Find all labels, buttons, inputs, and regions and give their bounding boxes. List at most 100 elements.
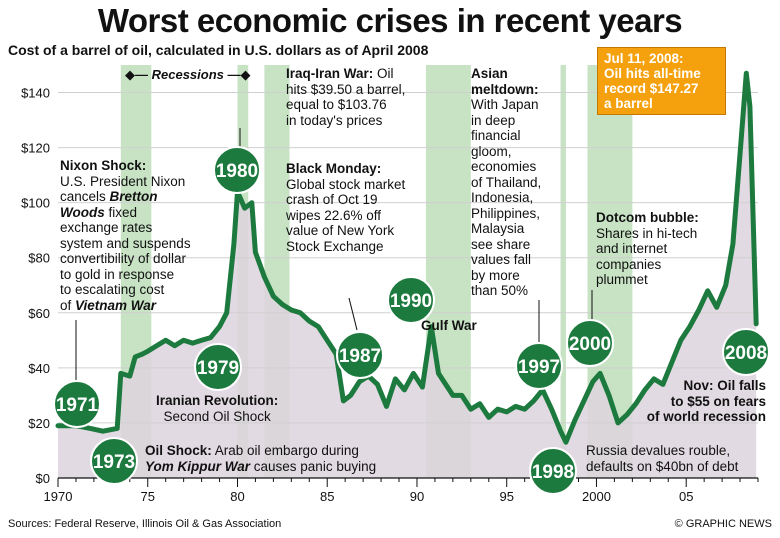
- annotation-nixon: Nixon Shock: U.S. President Nixon cancel…: [60, 158, 191, 313]
- y-tick-label-120: $120: [21, 141, 50, 156]
- annotation-gulf-war: Gulf War: [421, 318, 477, 334]
- black-line-4: value of New York: [286, 223, 395, 238]
- y-tick-label-140: $140: [21, 86, 50, 101]
- asian-line-4: gloom,: [471, 143, 512, 159]
- event-circle-1997: [515, 342, 563, 390]
- asian-line-3: financial: [471, 128, 521, 143]
- nixon-line-6: convertibility of dollar: [60, 251, 187, 266]
- asian-line-1: With Japan: [471, 97, 539, 112]
- chart-title: Worst economic crises in recent years: [97, 2, 683, 39]
- asian-line-8: Philippines,: [471, 205, 541, 221]
- asian-line-13: than 50%: [471, 283, 529, 298]
- x-tick-label-2005: 05: [679, 489, 693, 504]
- annotation-oil-shock: Oil Shock: Arab oil embargo during Yom K…: [145, 443, 376, 474]
- oilshock-line-2a: Yom Kippur War: [145, 458, 251, 474]
- iraq-title: Iraq-Iran War:: [286, 66, 374, 81]
- asian-line-2: in deep: [471, 112, 516, 128]
- dotcom-line-1: Shares in hi-tech: [596, 225, 698, 241]
- asian-title-2: meltdown:: [471, 81, 539, 97]
- annotation-black-monday: Black Monday: Global stock market crash …: [286, 161, 405, 254]
- y-tick-label-20: $20: [28, 416, 50, 431]
- event-circles: 1971 1973 1979 1980 1987 1990 1997 1998 2000 2008: [53, 146, 770, 495]
- event-label-1971: 1971: [56, 395, 99, 416]
- russia-line-1: Russia devalues rouble,: [586, 443, 731, 458]
- y-tick-label-80: $80: [28, 251, 50, 266]
- event-label-1997: 1997: [518, 357, 560, 378]
- axes: $0 $20 $40 $60 $80 $100 $120 $140 1970 75 80 85 90 95…: [21, 86, 759, 504]
- nixon-line-4: exchange rates: [60, 220, 153, 235]
- recessions-label: Recessions: [151, 67, 224, 82]
- black-line-3: wipes 22.6% off: [286, 207, 382, 223]
- black-line-1: Global stock market: [286, 176, 406, 192]
- oilshock-line-2b: causes panic buying: [250, 458, 377, 474]
- asian-line-9: Malaysia: [471, 221, 525, 236]
- asian-line-11: values fall: [471, 252, 532, 267]
- annotation-dotcom: Dotcom bubble: Shares in hi-tech and int…: [596, 210, 699, 288]
- asian-line-7: Indonesia,: [471, 190, 534, 205]
- price-line-path: [55, 70, 759, 445]
- nov-line-3: of world recession: [646, 409, 766, 424]
- iraq-line-1: Oil: [373, 66, 394, 81]
- gulf-title: Gulf War: [421, 318, 477, 333]
- nixon-line-3a: Woods: [60, 204, 105, 220]
- credit-footer: © GRAPHIC NEWS: [674, 518, 772, 530]
- recession-band-4: [560, 65, 566, 478]
- y-tick-label-0: $0: [36, 471, 50, 486]
- nixon-line-9b: Vietnam War: [75, 297, 157, 313]
- black-title: Black Monday:: [286, 161, 382, 176]
- recessions-right-arrow: —◆: [227, 67, 251, 82]
- event-circle-2000: [566, 319, 614, 367]
- dotcom-line-2: and internet: [596, 241, 668, 256]
- event-label-1973: 1973: [93, 452, 135, 473]
- annotation-iraq-iran: Iraq-Iran War: Oil hits $39.50 a barrel,…: [286, 66, 405, 128]
- asian-line-6: of Thailand,: [471, 174, 542, 190]
- price-line: [55, 70, 759, 445]
- nixon-line-3b: fixed: [104, 204, 138, 220]
- annotation-nov-2008: Nov: Oil falls to $55 on fears of world …: [620, 378, 766, 425]
- oilshock-title: Oil Shock:: [145, 443, 212, 458]
- nov-line-1: Nov: Oil falls: [683, 378, 766, 393]
- nixon-title: Nixon Shock:: [60, 158, 147, 173]
- x-tick-label-1975: 75: [141, 489, 155, 504]
- iraq-line-4: in today's prices: [286, 112, 383, 128]
- event-label-1980: 1980: [216, 161, 258, 182]
- recessions-left-arrow: ◆—: [125, 67, 148, 82]
- dotcom-line-4: plummet: [596, 272, 648, 287]
- event-label-2008: 2008: [725, 343, 767, 364]
- x-tick-label-1980: 80: [230, 489, 244, 504]
- event-circle-1973: [90, 437, 138, 485]
- black-line-2: crash of Oct 19: [286, 192, 378, 207]
- event-label-1979: 1979: [197, 358, 239, 379]
- nixon-line-1: U.S. President Nixon: [60, 173, 186, 189]
- record-callout: Jul 11, 2008: Oil hits all-time record $…: [597, 47, 726, 115]
- x-tick-label-1985: 85: [320, 489, 334, 504]
- iraq-line-2: hits $39.50 a barrel,: [286, 81, 406, 97]
- callout-line-4: a barrel: [604, 96, 653, 111]
- event-circle-1971: [53, 380, 101, 428]
- asian-title-1: Asian: [471, 66, 508, 81]
- nov-line-2: to $55 on fears: [670, 393, 766, 409]
- black-line-5: Stock Exchange: [286, 238, 384, 254]
- x-tick-label-1995: 95: [499, 489, 513, 504]
- asian-line-5: economies: [471, 159, 537, 174]
- event-label-1987: 1987: [339, 346, 381, 367]
- event-circle-1990: [387, 276, 435, 324]
- iranian-line-1: Second Oil Shock: [163, 408, 271, 424]
- callout-line-1: Jul 11, 2008:: [604, 51, 684, 66]
- x-tick-label-1970: 1970: [44, 489, 73, 504]
- oilshock-line-1: Arab oil embargo during: [211, 443, 359, 458]
- dotcom-title: Dotcom bubble:: [596, 210, 699, 225]
- annotation-asian-meltdown: Asian meltdown: With Japan in deep finan…: [471, 66, 541, 299]
- callout-line-3: record $147.27: [604, 81, 699, 96]
- annotation-russia: Russia devalues rouble, defaults on $40b…: [586, 443, 738, 474]
- callout-line-2: Oil hits all-time: [604, 66, 701, 81]
- nixon-line-7: to gold in response: [60, 266, 175, 282]
- leader-black-monday: [348, 297, 358, 331]
- iranian-title: Iranian Revolution:: [156, 393, 279, 408]
- asian-line-10: see share: [471, 236, 531, 252]
- y-tick-label-40: $40: [28, 361, 50, 376]
- event-circle-2008: [722, 328, 770, 376]
- x-tick-label-1990: 90: [410, 489, 424, 504]
- russia-line-2: defaults on $40bn of debt: [586, 458, 739, 474]
